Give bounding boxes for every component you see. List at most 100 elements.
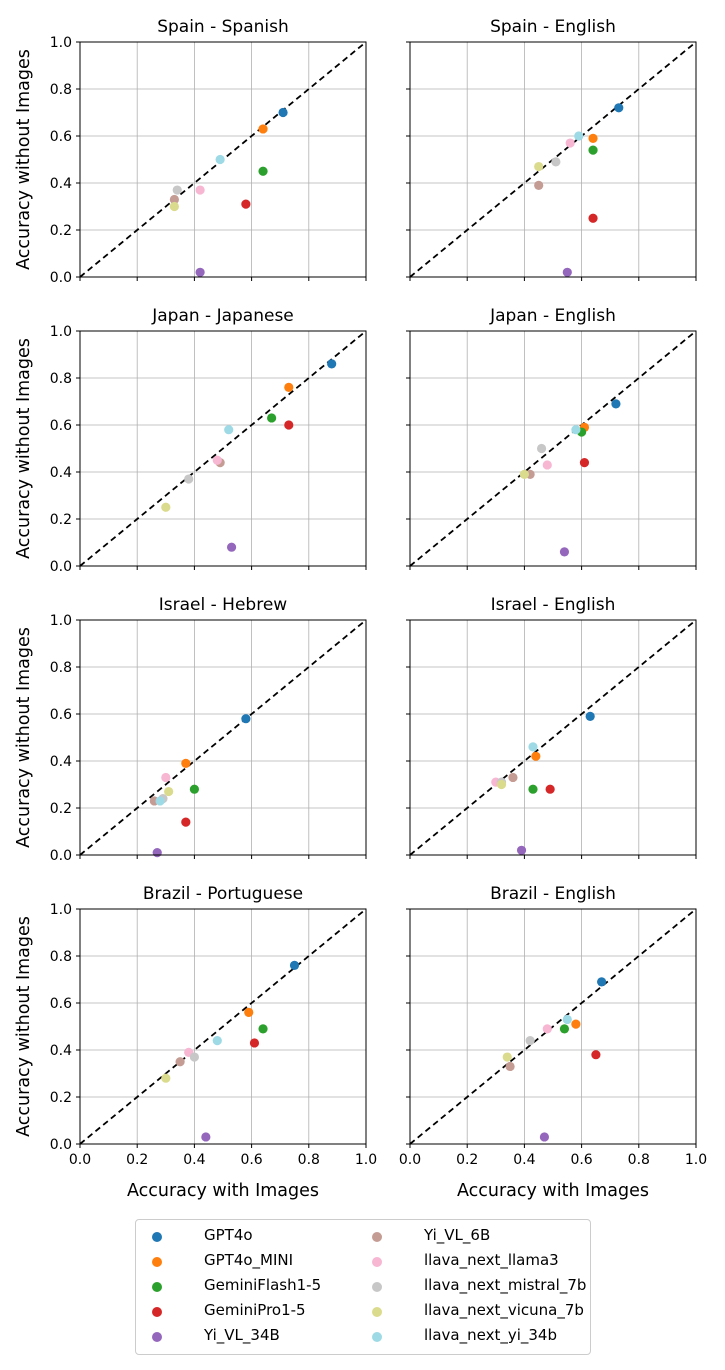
x-tick-label: 0.0: [399, 1152, 421, 1168]
point-GeminiPro1-5: [588, 213, 598, 223]
legend-marker: [372, 1282, 382, 1292]
legend: GPT4o GPT4o_MINI GeminiFlash1-5 GeminiPro1-…: [135, 1219, 591, 1355]
y-tick-label: 0.6: [50, 707, 72, 723]
panel-japan-japanese: 0.0 0.2 0.4 0.6 0.8 1.0 Japan - Japanese Accura…: [14, 306, 367, 575]
y-axis-label: Accuracy without Images: [14, 338, 34, 559]
point-Yi_VL_34B: [152, 848, 162, 858]
point-GeminiPro1-5: [249, 1038, 260, 1048]
point-GPT4o: [585, 711, 595, 721]
legend-marker: [152, 1282, 162, 1292]
point-GeminiPro1-5: [181, 817, 191, 827]
y-tick-label: 0.6: [50, 418, 72, 434]
point-GeminiFlash1-5: [588, 145, 598, 155]
y-tick-label: 0.2: [50, 512, 72, 528]
y-tick-label: 0.0: [50, 1137, 72, 1153]
point-GeminiFlash1-5: [559, 1024, 570, 1034]
point-GPT4o: [278, 107, 288, 118]
y-tick-label: 0.8: [50, 660, 72, 676]
y-tick-label: 0.0: [50, 848, 72, 864]
point-llava_next_yi_34b: [224, 425, 234, 435]
y-tick-label: 0.0: [50, 559, 72, 575]
point-llava_next_yi_34b: [571, 425, 581, 435]
point-llava_next_llama3: [212, 455, 222, 465]
point-GPT4o_MINI: [571, 1019, 581, 1029]
point-llava_next_llama3: [161, 772, 171, 783]
panel-brazil-english: 0.0 0.2 0.4 0.6 0.8 1.0 Brazil - English Accura…: [399, 884, 707, 1200]
point-llava_next_vicuna_7b: [496, 779, 507, 790]
y-tick-label: 0.0: [50, 270, 72, 286]
y-axis-label: Accuracy without Images: [14, 916, 34, 1137]
panel-title: Japan - English: [489, 306, 616, 326]
legend-label: llava_next_mistral_7b: [424, 1276, 587, 1294]
point-GeminiPro1-5: [591, 1050, 601, 1060]
point-llava_next_yi_34b: [562, 1014, 572, 1025]
x-tick-label: 0.8: [298, 1152, 320, 1168]
point-Yi_VL_6B: [169, 194, 179, 205]
legend-label: GPT4o_MINI: [204, 1251, 294, 1269]
x-tick-label: 0.2: [126, 1152, 148, 1168]
point-llava_next_yi_34b: [528, 742, 538, 752]
diagonal-line: [79, 330, 367, 567]
y-tick-label: 0.8: [50, 949, 72, 965]
diagonal-line: [409, 908, 697, 1145]
legend-label: Yi_VL_6B: [424, 1226, 491, 1244]
y-tick-label: 1.0: [50, 902, 72, 918]
point-GeminiPro1-5: [241, 199, 251, 209]
x-tick-label: 1.0: [685, 1152, 707, 1168]
point-llava_next_vicuna_7b: [502, 1052, 512, 1062]
point-llava_next_vicuna_7b: [164, 786, 174, 797]
x-axis-label: Accuracy with Images: [457, 1181, 649, 1200]
point-GeminiPro1-5: [579, 458, 590, 468]
point-GPT4o: [611, 399, 621, 409]
axes-frame: [409, 908, 697, 1145]
point-llava_next_mistral_7b: [536, 443, 547, 454]
legend-marker: [372, 1257, 382, 1267]
x-axis-label: Accuracy with Images: [127, 1181, 319, 1200]
point-llava_next_vicuna_7b: [534, 161, 544, 172]
legend-marker: [152, 1307, 162, 1317]
point-GPT4o: [289, 960, 300, 971]
point-llava_next_mistral_7b: [172, 185, 182, 195]
panel-title: Brazil - English: [490, 884, 616, 904]
x-tick-label: 0.6: [240, 1152, 262, 1168]
point-GPT4o_MINI: [258, 124, 268, 134]
point-GeminiFlash1-5: [267, 413, 277, 423]
y-tick-label: 0.4: [50, 176, 72, 192]
legend-marker: [152, 1332, 162, 1342]
point-GPT4o_MINI: [531, 751, 541, 761]
x-tick-label: 0.8: [628, 1152, 650, 1168]
point-llava_next_yi_34b: [155, 796, 165, 806]
point-Yi_VL_34B: [226, 542, 237, 552]
legend-marker: [372, 1332, 382, 1342]
point-llava_next_vicuna_7b: [161, 1073, 171, 1083]
point-llava_next_llama3: [542, 460, 552, 470]
point-GeminiFlash1-5: [258, 1024, 268, 1034]
panel-title: Brazil - Portuguese: [143, 884, 303, 904]
panel-brazil-portuguese: 0.00.0 0.2 0.2 0.4 0.4 0.6 0.6 0.8 0.8 1.0 1.0 Braz…: [14, 884, 377, 1200]
point-Yi_VL_6B: [508, 772, 518, 783]
panel-japan-english: Japan - English: [406, 306, 697, 570]
x-tick-label: 0.4: [513, 1152, 535, 1168]
legend-label: Yi_VL_34B: [204, 1326, 280, 1344]
scatter-grid: 0.0 0.2 0.4 0.6 0.8 1.0 Spain - Spanish Accurac…: [14, 17, 707, 1200]
legend-label: llava_next_vicuna_7b: [424, 1301, 584, 1319]
legend-label: llava_next_yi_34b: [424, 1326, 557, 1344]
legend-marker: [152, 1257, 162, 1267]
legend-label: llava_next_llama3: [424, 1251, 559, 1269]
point-Yi_VL_34B: [539, 1132, 550, 1142]
point-llava_next_mistral_7b: [184, 474, 194, 484]
axes-frame: [409, 41, 697, 278]
point-llava_next_yi_34b: [212, 1036, 222, 1046]
legend-label: GeminiFlash1-5: [204, 1276, 322, 1294]
point-llava_next_yi_34b: [574, 131, 584, 141]
axes-frame: [79, 41, 367, 278]
x-tick-label: 0.6: [570, 1152, 592, 1168]
axes-frame: [79, 908, 367, 1145]
y-tick-label: 1.0: [50, 324, 72, 340]
y-tick-label: 0.8: [50, 371, 72, 387]
y-tick-label: 0.4: [50, 1043, 72, 1059]
y-tick-label: 0.2: [50, 1090, 72, 1106]
panel-israel-english: Israel - English: [406, 595, 697, 859]
point-Yi_VL_6B: [534, 180, 544, 190]
legend-marker: [372, 1307, 382, 1317]
